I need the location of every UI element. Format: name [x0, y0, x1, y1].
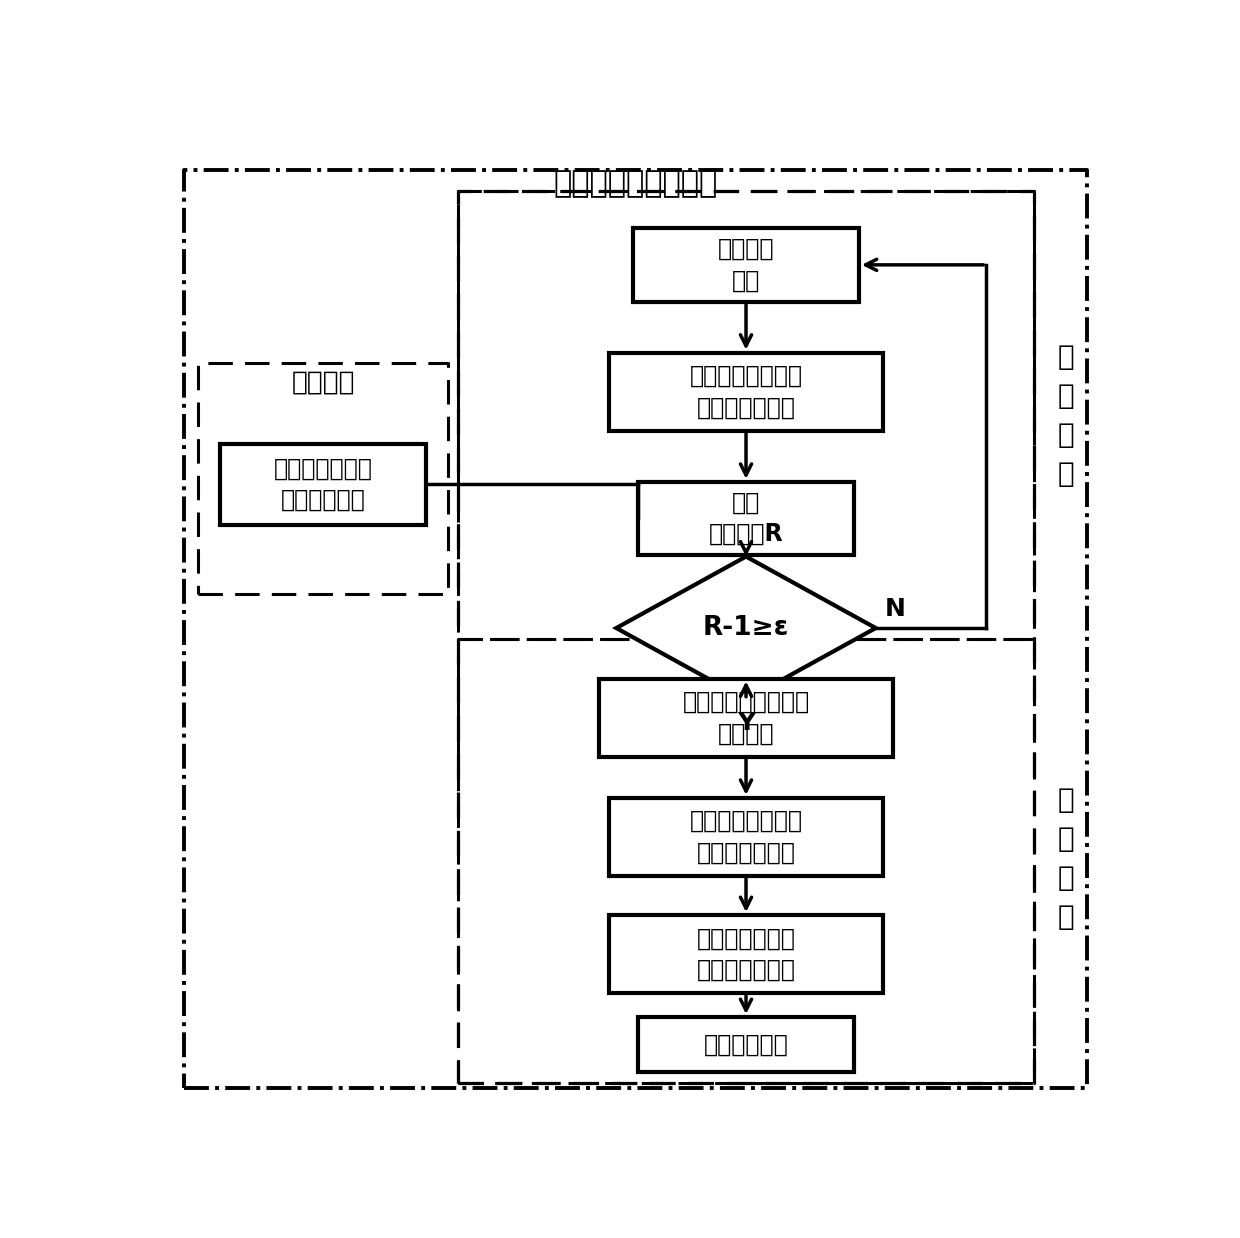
- FancyBboxPatch shape: [637, 1016, 854, 1072]
- FancyBboxPatch shape: [609, 353, 883, 431]
- Text: 输出诊断结论: 输出诊断结论: [703, 1032, 789, 1056]
- Text: 深层次关联路径
相关变量集合: 深层次关联路径 相关变量集合: [274, 457, 372, 511]
- Text: 在线故障检测与诊断: 在线故障检测与诊断: [553, 170, 718, 198]
- FancyBboxPatch shape: [609, 915, 883, 993]
- Text: 故
障
检
测: 故 障 检 测: [1058, 343, 1074, 488]
- FancyBboxPatch shape: [609, 797, 883, 877]
- FancyBboxPatch shape: [219, 443, 427, 525]
- FancyBboxPatch shape: [599, 678, 893, 756]
- Text: 离线数据: 离线数据: [291, 369, 355, 395]
- Text: 故
障
诊
断: 故 障 诊 断: [1058, 786, 1074, 931]
- Text: 计算
判别系数R: 计算 判别系数R: [709, 490, 784, 546]
- Text: 计算深层次关联路
径相关变量集合: 计算深层次关联路 径相关变量集合: [689, 364, 802, 420]
- Text: 基于多层次知识图
谱寻找故障症状: 基于多层次知识图 谱寻找故障症状: [689, 808, 802, 864]
- Text: 获取在线
数据: 获取在线 数据: [718, 236, 774, 292]
- Text: 基于贝叶斯理论
的多源故障推理: 基于贝叶斯理论 的多源故障推理: [697, 926, 795, 982]
- Text: N: N: [884, 597, 905, 621]
- Text: R-1≥ε: R-1≥ε: [703, 615, 789, 641]
- FancyBboxPatch shape: [637, 482, 854, 555]
- Polygon shape: [616, 557, 875, 699]
- Text: 构建多层次知识图谱
故障模型: 构建多层次知识图谱 故障模型: [682, 690, 810, 745]
- FancyBboxPatch shape: [634, 228, 859, 302]
- Text: Y: Y: [737, 712, 755, 735]
